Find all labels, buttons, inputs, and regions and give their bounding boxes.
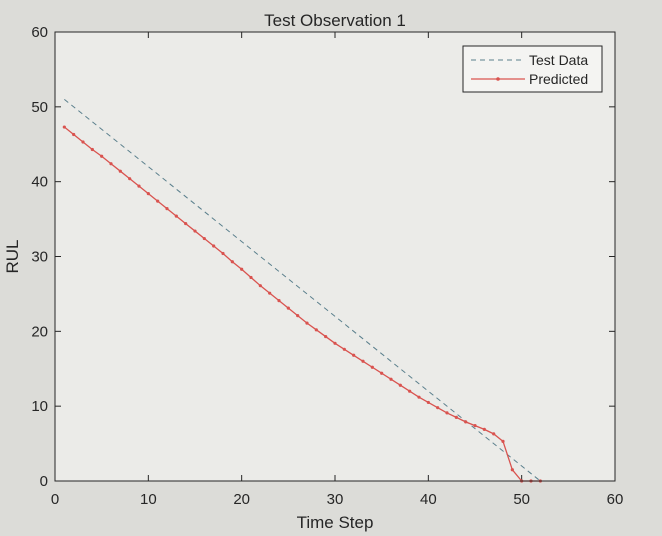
y-tick-label: 20 — [31, 323, 48, 340]
data-point — [174, 214, 178, 218]
series-layer — [62, 98, 542, 483]
plot-area — [55, 32, 615, 481]
data-point — [81, 140, 85, 144]
data-point — [510, 468, 514, 472]
data-point — [230, 260, 234, 264]
data-point — [240, 267, 244, 271]
data-point — [165, 207, 169, 211]
x-tick-label: 20 — [233, 491, 250, 508]
axis-ticks: 0 10 20 30 40 50 60 0 10 20 30 40 50 60 — [31, 24, 623, 508]
series-line-0 — [64, 98, 541, 482]
data-point — [398, 383, 402, 387]
x-axis-label: Time Step — [297, 513, 374, 532]
data-point — [380, 371, 384, 375]
x-tick-label: 50 — [513, 491, 530, 508]
data-point — [118, 169, 122, 173]
data-point — [268, 291, 272, 295]
data-point — [464, 420, 468, 424]
legend-box — [462, 45, 603, 93]
data-point — [212, 244, 216, 248]
legend-label-predicted: Predicted — [529, 71, 588, 87]
data-point — [146, 192, 150, 196]
data-point — [128, 177, 132, 181]
y-tick-label: 40 — [31, 174, 48, 191]
data-point — [305, 321, 309, 325]
data-point — [286, 306, 290, 310]
legend-marker-predicted — [496, 77, 500, 81]
data-point — [193, 229, 197, 233]
data-point — [473, 424, 477, 428]
data-point — [482, 427, 486, 431]
x-tick-label: 30 — [327, 491, 344, 508]
x-tick-label: 60 — [607, 491, 624, 508]
x-tick-label: 40 — [420, 491, 437, 508]
data-point — [156, 199, 160, 203]
data-point — [109, 162, 113, 166]
data-point — [296, 314, 300, 318]
data-point — [277, 299, 281, 303]
data-point — [184, 221, 188, 226]
y-axis-label: RUL — [3, 239, 22, 273]
data-point — [137, 184, 141, 188]
data-point — [352, 353, 356, 357]
legend-label-test-data: Test Data — [529, 52, 588, 68]
data-point — [389, 377, 393, 381]
data-point — [445, 411, 449, 415]
data-point — [314, 328, 318, 332]
data-point — [501, 439, 505, 443]
data-point — [436, 406, 440, 410]
data-point — [492, 432, 496, 436]
data-point — [342, 347, 346, 351]
y-tick-label: 30 — [31, 249, 48, 266]
data-point — [417, 395, 421, 399]
y-tick-label: 50 — [31, 99, 48, 116]
y-tick-label: 0 — [40, 473, 48, 490]
data-point — [72, 132, 76, 137]
data-point — [100, 154, 104, 158]
x-tick-label: 10 — [140, 491, 157, 508]
y-tick-label: 60 — [31, 24, 48, 41]
legend: Test Data Predicted — [462, 45, 603, 93]
data-point — [370, 365, 374, 369]
data-point — [426, 400, 430, 405]
data-point — [221, 251, 225, 256]
data-point — [333, 341, 337, 345]
series-line-1 — [63, 126, 541, 482]
data-point — [258, 284, 262, 288]
x-tick-label: 0 — [51, 491, 59, 508]
data-point — [454, 415, 458, 419]
data-point — [62, 125, 66, 129]
plot-frame — [54, 31, 616, 482]
y-tick-label: 10 — [31, 398, 48, 415]
chart-title: Test Observation 1 — [264, 11, 406, 30]
data-point — [324, 334, 328, 339]
data-point — [90, 147, 94, 152]
data-point — [408, 389, 412, 393]
data-point — [249, 275, 253, 280]
data-point — [361, 359, 365, 363]
data-point — [202, 236, 206, 241]
